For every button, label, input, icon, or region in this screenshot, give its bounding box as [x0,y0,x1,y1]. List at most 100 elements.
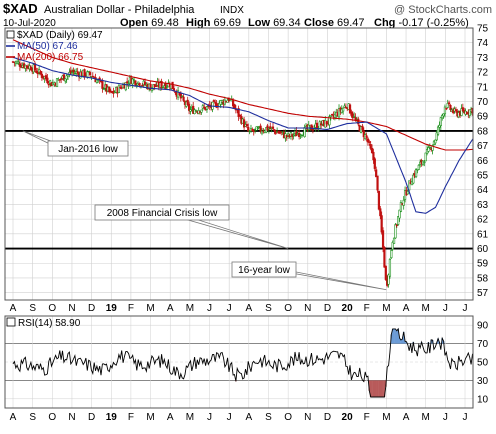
candle-body [439,117,442,126]
date-label: 10-Jul-2020 [3,18,56,29]
candle-body [29,66,32,71]
candle-body [414,169,418,178]
candle-body [369,144,372,149]
candle-body [310,124,313,131]
candle-body [181,95,184,98]
candle-body [126,81,129,84]
candle-body [446,102,449,108]
candle-body [353,116,356,118]
price-tick-label: 64 [477,185,489,196]
candle-body [412,174,415,184]
candle-body [408,180,411,191]
candle-body [18,63,21,67]
candle-body [431,145,434,151]
month-label: M [186,303,194,314]
month-label: F [364,303,370,314]
price-candles [11,59,474,288]
candle-body [65,75,68,80]
candle-body [354,117,357,120]
candle-body [435,132,438,141]
candle-body [60,78,63,80]
price-y-axis: 57 58 59 60 61 62 63 64 65 66 67 68 69 70 71 72 73 74 75 [477,24,489,300]
candle-body [64,78,67,82]
price-tick-label: 62 [477,215,489,226]
candle-body [337,108,341,118]
month-label: F [364,412,370,423]
candle-body [193,109,196,115]
month-label: S [29,303,36,314]
month-label: A [10,412,17,423]
candle-body [329,114,332,118]
candle-body [383,246,386,268]
candle-body [154,85,158,88]
candle-body [281,131,284,133]
price-tick-label: 57 [477,288,489,299]
candle-body [256,127,259,130]
price-tick-label: 72 [477,68,489,79]
candle-body [394,224,397,239]
candle-body [372,151,375,161]
candle-body [395,224,398,227]
candle-body [331,113,334,116]
candle-body [252,130,255,133]
candle-body [376,175,379,191]
price-tick-label: 60 [477,244,489,255]
candle-body [232,100,235,107]
month-label: 20 [342,412,354,423]
candle-body [278,132,281,134]
month-label: D [324,303,331,314]
candle-body [388,258,392,277]
candle-body [62,74,65,81]
price-tick-label: 63 [477,200,489,211]
month-label: J [443,303,448,314]
candle-body [343,105,346,108]
candle-body [47,83,50,86]
candle-body [438,124,441,128]
month-label: N [304,412,311,423]
legend-swatch [6,30,15,39]
candle-body [424,152,427,162]
callout-text: 16-year low [238,265,290,276]
price-tick-label: 66 [477,156,489,167]
candle-body [87,71,90,73]
candle-body [377,190,381,210]
rsi-tick-label: 70 [477,339,489,350]
month-label: S [265,303,272,314]
ma50-line [12,56,474,214]
month-label: S [265,412,272,423]
candle-body [273,129,276,131]
candle-body [238,114,242,117]
candle-body [320,123,323,126]
month-label: M [382,412,390,423]
candle-body [370,147,374,154]
candle-body [436,126,440,135]
candle-body [380,215,383,233]
ohlc-item-close: Close 69.47 [304,17,365,29]
candle-body [58,79,61,81]
rsi-y-axis: 10 30 50 70 90 [477,321,489,406]
candle-body [44,75,48,80]
month-label: A [245,412,252,423]
candle-body [215,103,218,108]
rsi-x-axis: A S O N D 19 F M A M J J A S O N D 20 F M A M J J [10,412,468,423]
candle-body [134,80,137,86]
candle-body [205,106,209,110]
candle-body [427,147,430,152]
candle-body [266,125,269,131]
candle-body [212,100,215,102]
candle-body [71,71,74,74]
candle-body [259,125,262,132]
callout-box [94,204,230,221]
price-tick-label: 69 [477,112,489,123]
candle-body [214,102,217,104]
candle-body [187,103,191,111]
ohlc-item-chg: Chg -0.17 (-0.25%) [374,17,469,29]
candle-body [328,116,331,126]
candle-body [233,104,236,109]
candle-body [237,108,240,117]
candle-body [247,126,250,132]
candle-body [117,85,121,93]
candle-body [432,141,436,145]
month-label: A [167,303,174,314]
